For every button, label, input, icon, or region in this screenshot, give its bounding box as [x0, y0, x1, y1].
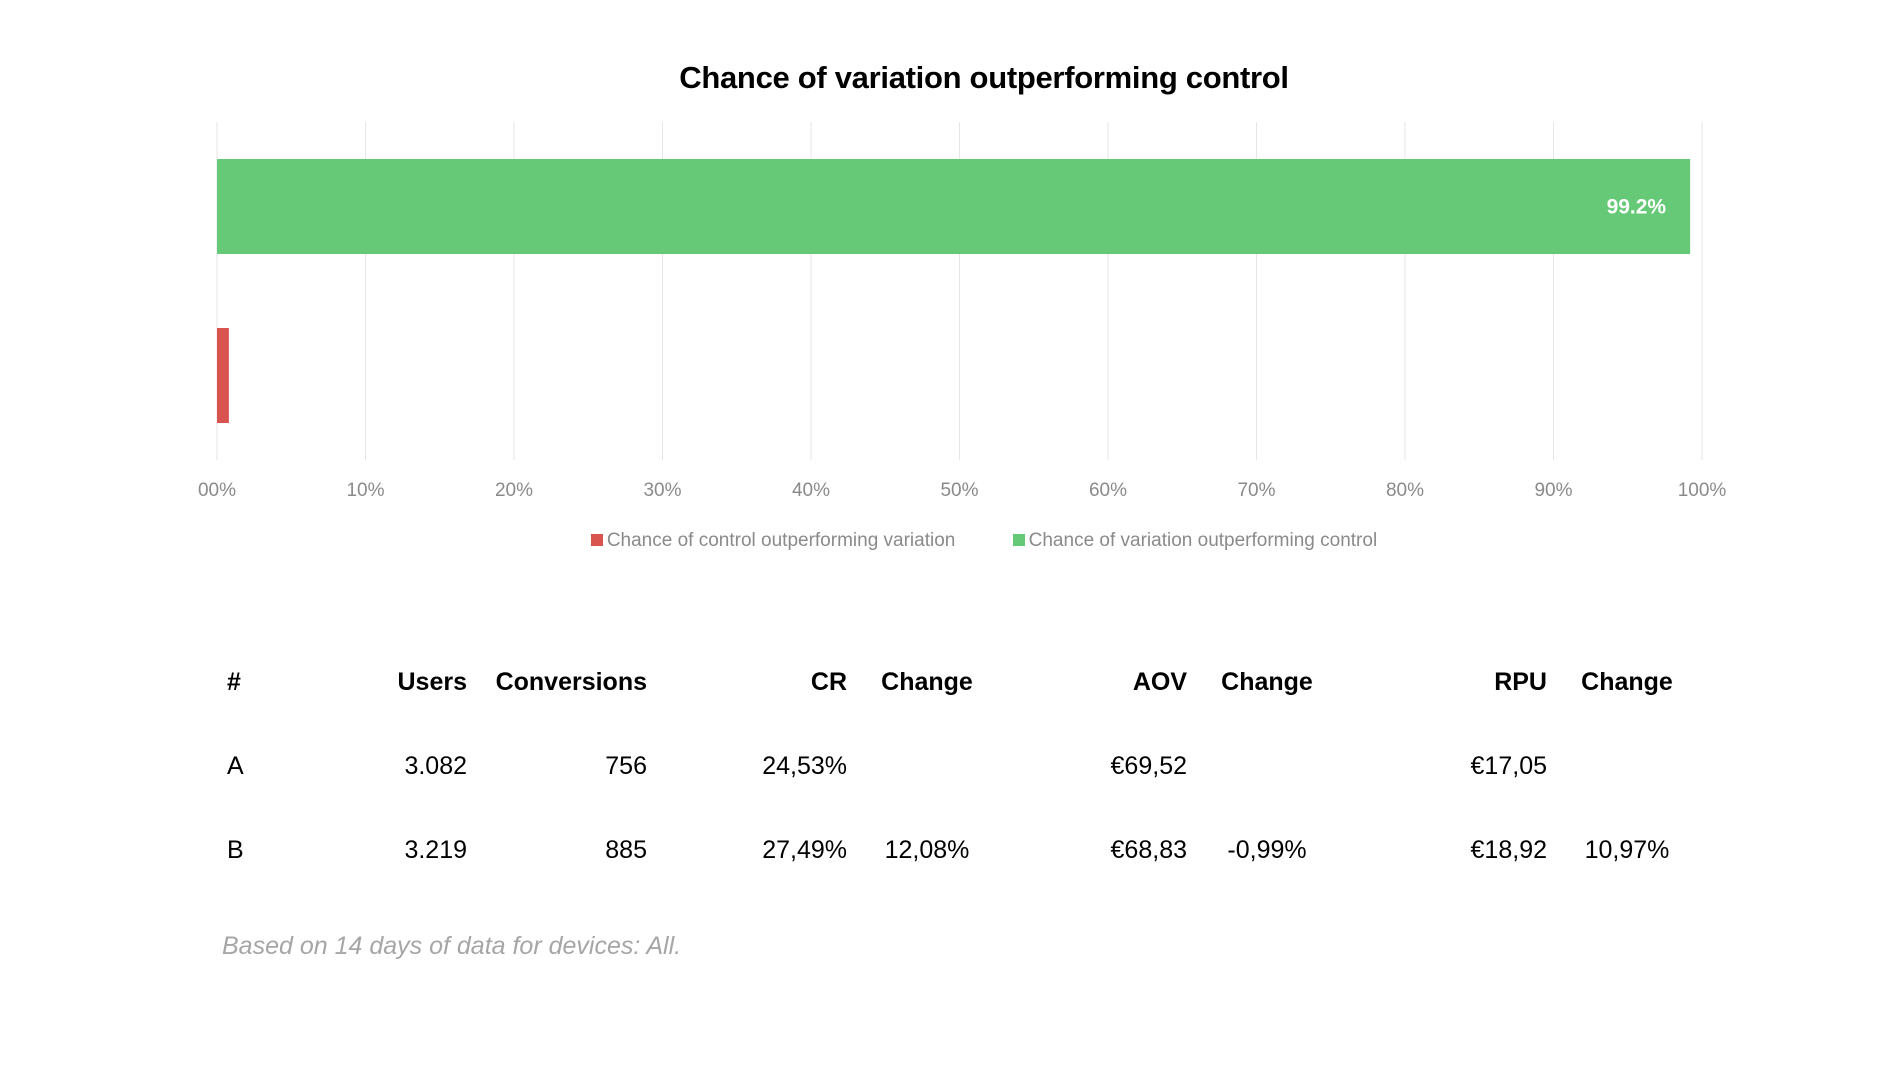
legend-item-variation: Chance of variation outperforming contro… — [1012, 530, 1378, 552]
cell-conversions: 885 — [605, 835, 647, 864]
bar-chart: 99.2% 00% 10% 20% 30% 40% 50% 60% 70% 80% 90% 100% — [198, 122, 1726, 501]
table-row: A 3.082 756 24,53% €69,52 €17,05 — [205, 724, 1707, 808]
cell-aov-change: -0,99% — [1227, 835, 1307, 864]
legend-label-variation: Chance of variation outperforming contro… — [1028, 530, 1378, 551]
x-tick-label: 00% — [198, 480, 236, 501]
cell-cr-change — [847, 724, 1007, 808]
x-tick-label: 70% — [1237, 480, 1275, 501]
cell-rpu: €18,92 — [1470, 835, 1547, 864]
cell-rpu-change: 10,97% — [1584, 835, 1670, 864]
bar-control — [217, 328, 229, 423]
x-tick-label: 40% — [792, 480, 830, 501]
header-cr-change: Change — [881, 667, 973, 696]
header-users: Users — [397, 667, 468, 696]
cell-rpu: €17,05 — [1470, 751, 1547, 780]
x-tick-label: 100% — [1678, 480, 1727, 501]
cell-variant: A — [227, 751, 244, 780]
cell-rpu-change — [1547, 724, 1707, 808]
header-rpu-change: Change — [1581, 667, 1673, 696]
bars: 99.2% — [217, 159, 1691, 423]
header-cr: CR — [810, 667, 847, 696]
cell-aov: €68,83 — [1110, 835, 1187, 864]
x-tick-label: 50% — [940, 480, 978, 501]
cell-variant: B — [227, 835, 244, 864]
legend-item-control: Chance of control outperforming variatio… — [590, 530, 956, 552]
x-tick-label: 10% — [346, 480, 384, 501]
legend: Chance of control outperforming variatio… — [0, 530, 1898, 552]
x-tick-label: 30% — [643, 480, 681, 501]
footnote: Based on 14 days of data for devices: Al… — [222, 932, 682, 960]
x-axis-ticks: 00% 10% 20% 30% 40% 50% 60% 70% 80% 90% 100% — [198, 480, 1726, 501]
x-tick-label: 90% — [1534, 480, 1572, 501]
legend-swatch-control — [590, 534, 603, 546]
legend-swatch-variation — [1012, 534, 1025, 546]
header-aov-change: Change — [1221, 667, 1313, 696]
bar-variation — [217, 159, 1691, 254]
header-rpu: RPU — [1494, 667, 1547, 696]
x-tick-label: 80% — [1386, 480, 1424, 501]
cell-conversions: 756 — [605, 751, 647, 780]
cell-aov-change — [1187, 724, 1347, 808]
cell-cr: 27,49% — [762, 835, 847, 864]
header-conversions: Conversions — [495, 667, 647, 696]
bar-data-label: 99.2% — [1607, 196, 1667, 219]
chart-title: Chance of variation outperforming contro… — [679, 60, 1289, 95]
x-tick-label: 20% — [495, 480, 533, 501]
header-aov: AOV — [1132, 667, 1187, 696]
cell-cr-change: 12,08% — [884, 835, 970, 864]
cell-aov: €69,52 — [1110, 751, 1187, 780]
cell-users: 3.219 — [404, 835, 467, 864]
results-table: # Users Conversions CR Change AOV Change… — [205, 640, 1707, 892]
header-number: # — [227, 667, 241, 696]
x-tick-label: 60% — [1089, 480, 1127, 501]
table-row: B 3.219 885 27,49% 12,08% €68,83 -0,99% … — [205, 808, 1707, 892]
table-header-row: # Users Conversions CR Change AOV Change… — [205, 640, 1707, 724]
cell-users: 3.082 — [404, 751, 467, 780]
legend-label-control: Chance of control outperforming variatio… — [606, 530, 956, 551]
cell-cr: 24,53% — [762, 751, 847, 780]
